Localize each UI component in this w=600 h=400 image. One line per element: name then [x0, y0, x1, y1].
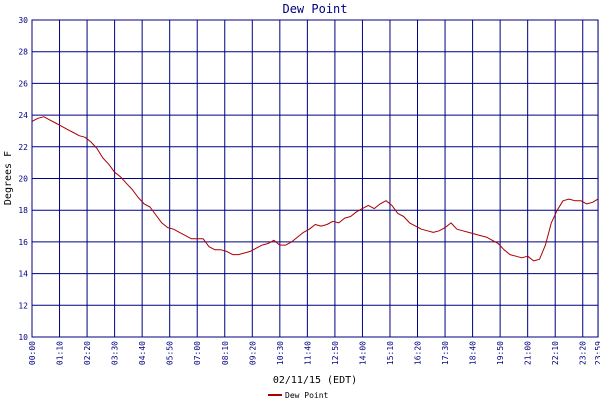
y-tick-label: 26	[18, 79, 28, 88]
chart-title: Dew Point	[282, 2, 347, 16]
series-line-dew-point	[31, 116, 599, 262]
y-tick-label: 28	[18, 48, 28, 57]
y-tick-label: 16	[18, 238, 28, 247]
x-tick-label: 01:10	[56, 341, 65, 365]
x-tick-label: 19:50	[496, 341, 505, 365]
y-tick-label: 20	[18, 175, 28, 184]
x-tick-label: 22:10	[551, 341, 560, 365]
y-tick-label: 24	[18, 111, 28, 120]
x-tick-label: 16:20	[414, 341, 423, 365]
x-tick-label: 21:00	[524, 341, 533, 365]
x-tick-label: 02:20	[83, 341, 92, 365]
x-tick-label: 05:50	[166, 341, 175, 365]
x-tick-label: 03:30	[111, 341, 120, 365]
x-tick-label: 11:40	[303, 341, 312, 365]
y-tick-label: 30	[18, 16, 28, 25]
x-tick-label: 17:30	[441, 341, 450, 365]
x-tick-label: 07:00	[193, 341, 202, 365]
x-tick-label: 14:00	[358, 341, 367, 365]
x-tick-label: 15:10	[386, 341, 395, 365]
x-tick-label: 10:30	[276, 341, 285, 365]
legend-entry-dew-point: Dew Point	[285, 391, 329, 400]
y-tick-label: 14	[18, 270, 28, 279]
x-tick-label: 18:40	[469, 341, 478, 365]
y-tick-label: 12	[18, 301, 28, 310]
y-tick-label: 18	[18, 206, 28, 215]
x-tick-labels: 00:00 01:10 02:20 03:30 04:40 05:50 07:00 08:10…	[28, 341, 600, 365]
y-tick-label: 22	[18, 143, 28, 152]
x-axis-label: 02/11/15 (EDT)	[273, 375, 357, 386]
x-tick-label: 12:50	[331, 341, 340, 365]
x-tick-label: 09:20	[248, 341, 257, 365]
series-layer	[31, 116, 599, 262]
plot-border	[31, 19, 599, 338]
x-tick-label: 23:20	[579, 341, 588, 365]
x-tick-label: 23:59	[594, 341, 600, 365]
y-tick-labels: 10 12 14 16 18 20 22 24 26 28 30	[18, 16, 28, 342]
y-tick-label: 10	[18, 333, 28, 342]
x-tick-label: 08:10	[221, 341, 230, 365]
x-tick-label: 00:00	[28, 341, 37, 365]
y-axis-label: Degrees F	[3, 151, 14, 205]
x-tick-label: 04:40	[138, 341, 147, 365]
